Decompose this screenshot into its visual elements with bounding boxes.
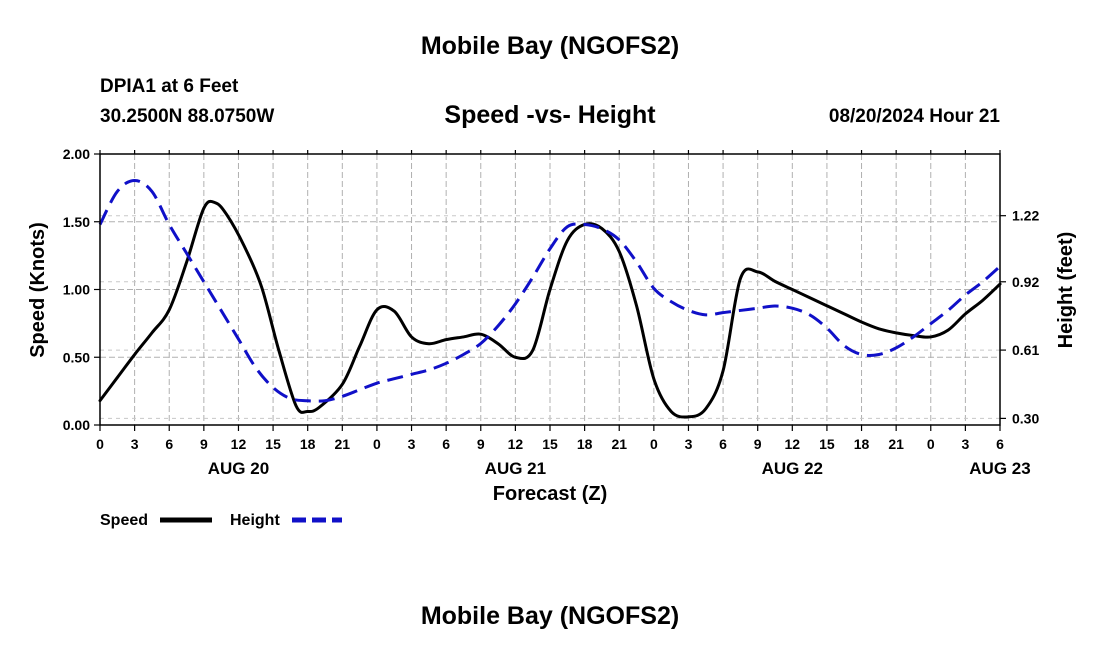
x-axis-title: Forecast (Z) xyxy=(493,483,607,505)
x-tick-label: 3 xyxy=(131,436,139,452)
x-tick-label: 12 xyxy=(785,436,801,452)
day-label: AUG 22 xyxy=(762,459,823,478)
y-left-tick-label: 0.00 xyxy=(63,417,90,433)
x-tick-label: 15 xyxy=(819,436,835,452)
y-axis-left-title: Speed (Knots) xyxy=(27,222,49,358)
x-tick-label: 3 xyxy=(408,436,416,452)
day-label: AUG 23 xyxy=(969,459,1030,478)
x-tick-label: 3 xyxy=(961,436,969,452)
timestamp-label: 08/20/2024 Hour 21 xyxy=(828,106,1000,127)
y-axis-right-title: Height (feet) xyxy=(1055,232,1077,349)
y-right-tick-label: 0.61 xyxy=(1012,342,1039,358)
x-tick-label: 9 xyxy=(200,436,208,452)
height-series-line xyxy=(98,178,1001,403)
station-label: DPIA1 at 6 Feet xyxy=(100,76,239,97)
legend: Speed Height xyxy=(100,512,342,529)
chart-subtitle: Speed -vs- Height xyxy=(444,101,656,129)
y-right-tick-label: 0.30 xyxy=(1012,410,1039,426)
footer-title: Mobile Bay (NGOFS2) xyxy=(420,602,680,630)
x-tick-label: 12 xyxy=(231,436,247,452)
x-tick-label: 15 xyxy=(265,436,281,452)
y-right-tick-label: 1.22 xyxy=(1012,208,1039,224)
x-tick-label: 15 xyxy=(542,436,558,452)
x-tick-label: 6 xyxy=(719,436,727,452)
day-label: AUG 21 xyxy=(485,459,546,478)
x-tick-label: 6 xyxy=(996,436,1004,452)
x-tick-label: 0 xyxy=(650,436,658,452)
x-tick-label: 0 xyxy=(96,436,104,452)
chart-title: Mobile Bay (NGOFS2) xyxy=(420,32,680,60)
x-tick-label: 3 xyxy=(685,436,693,452)
x-tick-label: 21 xyxy=(888,436,904,452)
y-left-tick-label: 1.00 xyxy=(63,282,90,298)
x-tick-label: 21 xyxy=(335,436,351,452)
y-right-tick-label: 0.92 xyxy=(1012,274,1039,290)
grid-lines xyxy=(99,153,1001,426)
x-tick-label: 9 xyxy=(754,436,762,452)
x-tick-label: 18 xyxy=(300,436,316,452)
x-tick-label: 21 xyxy=(611,436,627,452)
y-left-tick-label: 2.00 xyxy=(63,146,90,162)
y-left-tick-label: 1.50 xyxy=(63,214,90,230)
x-tick-label: 6 xyxy=(442,436,450,452)
day-label: AUG 20 xyxy=(208,459,269,478)
x-tick-label: 18 xyxy=(577,436,593,452)
series-lines xyxy=(98,178,1002,419)
x-tick-label: 18 xyxy=(854,436,870,452)
legend-speed-label: Speed xyxy=(100,512,148,529)
y-left-tick-label: 0.50 xyxy=(63,349,90,365)
legend-height-label: Height xyxy=(230,512,280,529)
location-label: 30.2500N 88.0750W xyxy=(100,106,275,127)
tick-labels: 0 3 6 9 12 15 18 21 0 3 6 9 12 15 18 21 0 3 6 9 12 15 18 21 0 3 6 A… xyxy=(63,146,1040,478)
x-tick-label: 12 xyxy=(508,436,524,452)
speed-series-line xyxy=(98,199,1002,419)
x-tick-label: 0 xyxy=(927,436,935,452)
plot-frame xyxy=(99,153,1001,426)
x-tick-label: 6 xyxy=(165,436,173,452)
x-tick-label: 0 xyxy=(373,436,381,452)
x-tick-label: 9 xyxy=(477,436,485,452)
